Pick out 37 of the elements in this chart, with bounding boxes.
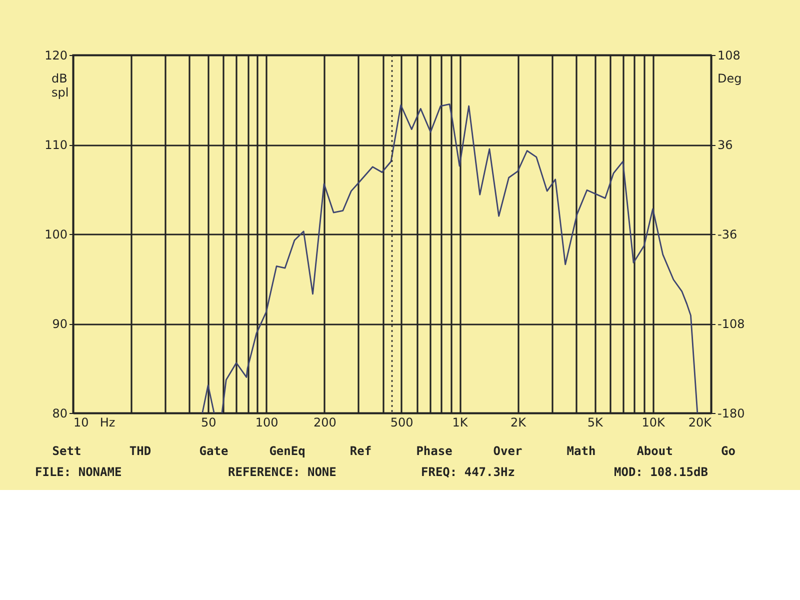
text: Go bbox=[721, 444, 736, 458]
text: Gate bbox=[199, 444, 228, 458]
x-tick-label: 2K bbox=[510, 416, 528, 430]
text: Over bbox=[493, 444, 522, 458]
text: THD bbox=[129, 444, 152, 458]
x-tick-label: 10K bbox=[642, 416, 666, 430]
y-axis-title: dB spl bbox=[52, 72, 69, 100]
text: REFERENCE: NONE bbox=[228, 465, 336, 479]
y-tick-label: 120 bbox=[44, 48, 68, 62]
x-tick-label: 20K bbox=[688, 416, 713, 430]
text: FREQ: 447.3Hz bbox=[421, 465, 515, 479]
text: About bbox=[636, 444, 673, 458]
x-tick-label: 500 bbox=[390, 416, 414, 430]
y-tick-label: 110 bbox=[44, 138, 68, 152]
text: FILE: NONAME bbox=[35, 465, 122, 479]
x-tick-label: 50 bbox=[200, 416, 216, 430]
text: Ref bbox=[350, 444, 372, 458]
y2-tick-label: -36 bbox=[718, 228, 738, 242]
x-tick-label: 100 bbox=[255, 416, 278, 430]
y-tick-label: 90 bbox=[52, 317, 68, 331]
text: Phase bbox=[416, 444, 452, 458]
x-tick-label: 200 bbox=[314, 416, 336, 430]
text: Math bbox=[566, 444, 596, 458]
y2-axis-title: Deg bbox=[718, 72, 742, 86]
y2-tick-label: -108 bbox=[718, 317, 745, 331]
text: Sett bbox=[52, 444, 82, 458]
y2-tick-label: 108 bbox=[718, 48, 740, 62]
text: MOD: 108.15dB bbox=[614, 465, 708, 479]
y2-tick-label: -180 bbox=[718, 406, 745, 420]
x-axis-title: Hz bbox=[100, 416, 116, 430]
y-tick-label: 100 bbox=[44, 228, 68, 242]
x-tick-label: 10 bbox=[74, 416, 89, 430]
x-tick-label: 1K bbox=[452, 416, 469, 430]
x-tick-label: 5K bbox=[587, 416, 604, 430]
text: GenEq bbox=[269, 444, 306, 458]
y2-tick-label: 36 bbox=[718, 138, 733, 152]
y-tick-label: 80 bbox=[52, 406, 68, 420]
